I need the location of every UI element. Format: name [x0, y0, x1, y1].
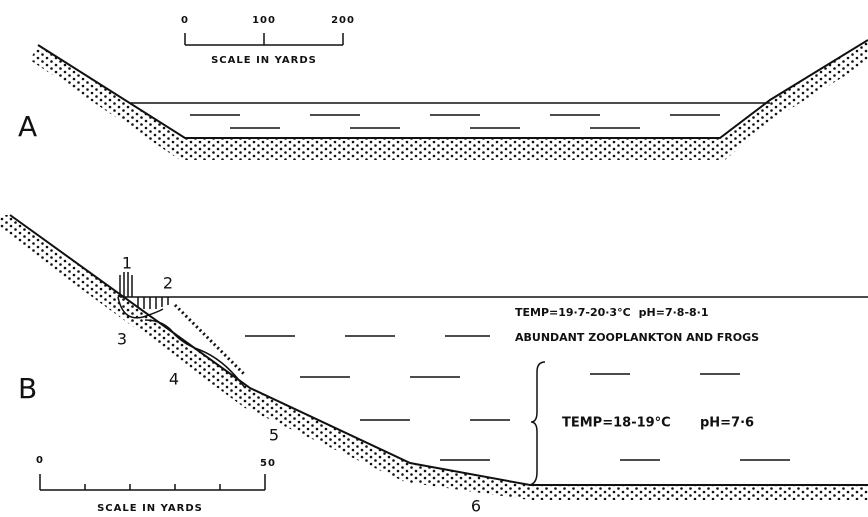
panel-a: 0 100 200 SCALE IN YARDS A	[18, 15, 868, 160]
scale-bar	[184, 33, 344, 46]
lower-layer-temp: TEMP=18-19°C	[562, 416, 671, 431]
upper-layer-note: ABUNDANT ZOOPLANKTON AND FROGS	[515, 331, 759, 344]
slope-profile	[9, 214, 868, 486]
zone-number: 3	[117, 330, 127, 349]
zone-number: 6	[471, 497, 481, 516]
basin-profile	[37, 39, 868, 139]
panel-b: 1 2 3 4 5 6 TEMP=19·7-20·3°C pH=7·8-8·1 A…	[0, 214, 868, 516]
lower-layer-ph: pH=7·6	[700, 416, 754, 431]
scale-bar	[39, 474, 266, 491]
water-dashes	[245, 335, 790, 461]
brace	[528, 361, 546, 486]
upper-layer-conditions: TEMP=19·7-20·3°C pH=7·8-8·1	[515, 306, 709, 319]
ph: pH=7·8-8·1	[639, 306, 709, 319]
scale-tick: 100	[252, 15, 276, 26]
scale-caption: SCALE IN YARDS	[97, 503, 203, 514]
zone-number: 1	[122, 254, 132, 273]
zone-number: 4	[169, 370, 179, 389]
scale-tick: 0	[181, 15, 189, 26]
vegetation	[117, 272, 247, 389]
scale-tick: 0	[36, 455, 44, 466]
scale-tick: 50	[260, 458, 276, 469]
scale-caption: SCALE IN YARDS	[211, 55, 317, 66]
zone-number: 2	[163, 274, 173, 293]
scale-tick: 200	[331, 15, 355, 26]
panel-label: B	[18, 372, 37, 405]
water-dashes	[190, 114, 720, 129]
panel-label: A	[18, 110, 37, 143]
sediment	[30, 40, 868, 160]
temp: TEMP=19·7-20·3°C	[515, 306, 631, 319]
zone-number: 5	[269, 426, 279, 445]
